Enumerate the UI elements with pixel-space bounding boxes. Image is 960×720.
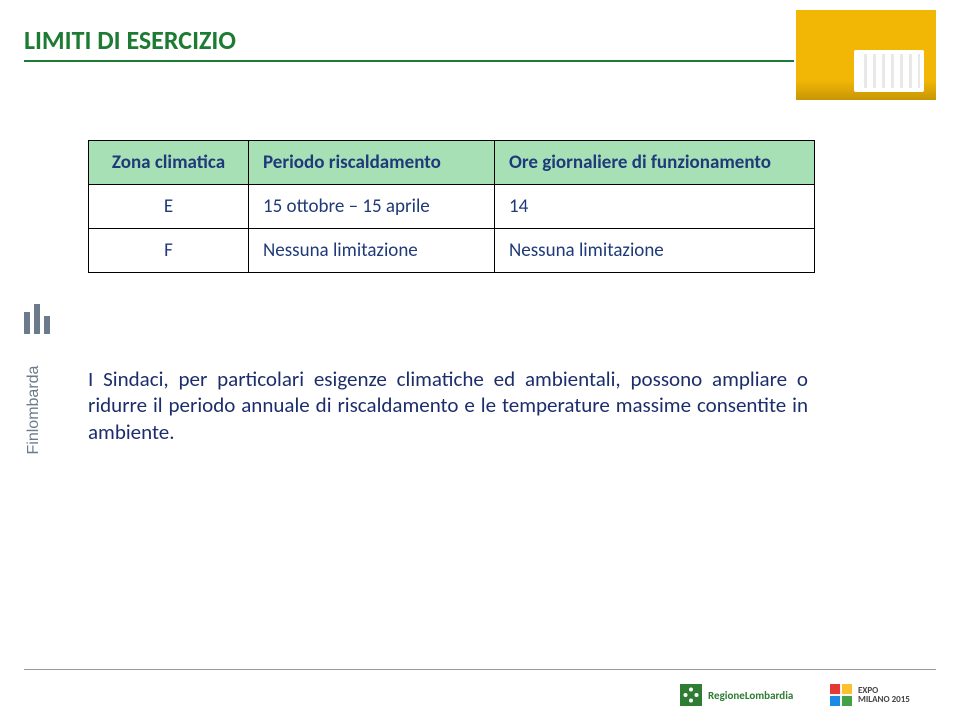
- col-header-hours: Ore giornaliere di funzionamento: [495, 141, 815, 185]
- header-image-bg: [796, 10, 936, 100]
- header-image: [796, 10, 936, 100]
- cell-zone: F: [89, 229, 249, 273]
- expo-icon: [830, 684, 852, 706]
- cell-period: Nessuna limitazione: [249, 229, 495, 273]
- slide-title: LIMITI DI ESERCIZIO: [24, 24, 236, 56]
- table-body: E 15 ottobre – 15 aprile 14 F Nessuna li…: [89, 185, 815, 273]
- expo-text: EXPO MILANO 2015: [858, 686, 910, 704]
- cell-period: 15 ottobre – 15 aprile: [249, 185, 495, 229]
- expo-logo: EXPO MILANO 2015: [830, 684, 910, 706]
- expo-line2: MILANO 2015: [858, 695, 910, 704]
- cell-hours: Nessuna limitazione: [495, 229, 815, 273]
- footer-divider: [24, 669, 936, 670]
- limits-table: Zona climatica Periodo riscaldamento Ore…: [88, 140, 815, 273]
- col-header-period: Periodo riscaldamento: [249, 141, 495, 185]
- finlombarda-text: Finlombarda: [25, 365, 42, 454]
- regione-text: RegioneLombardia: [708, 689, 793, 702]
- title-underline: [24, 60, 794, 62]
- regione-lombardia-logo: RegioneLombardia: [680, 684, 793, 706]
- finlombarda-logo: Finlombarda: [22, 300, 54, 500]
- cell-zone: E: [89, 185, 249, 229]
- body-paragraph: I Sindaci, per particolari esigenze clim…: [88, 366, 808, 445]
- radiator-icon: [854, 50, 924, 92]
- table-row: E 15 ottobre – 15 aprile 14: [89, 185, 815, 229]
- cell-hours: 14: [495, 185, 815, 229]
- table-header-row: Zona climatica Periodo riscaldamento Ore…: [89, 141, 815, 185]
- table-row: F Nessuna limitazione Nessuna limitazion…: [89, 229, 815, 273]
- camunian-rose-icon: [680, 684, 702, 706]
- col-header-zone: Zona climatica: [89, 141, 249, 185]
